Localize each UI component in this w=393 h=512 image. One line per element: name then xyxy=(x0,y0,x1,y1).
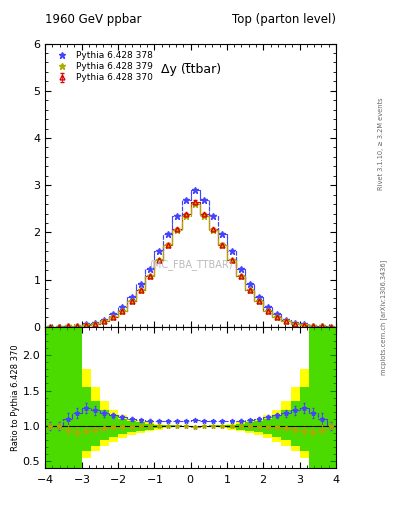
Pythia 6.428 379 xyxy=(202,213,207,219)
Text: Rivet 3.1.10, ≥ 3.2M events: Rivet 3.1.10, ≥ 3.2M events xyxy=(378,97,384,189)
Pythia 6.428 378 xyxy=(256,294,261,300)
Pythia 6.428 379 xyxy=(57,324,61,330)
Text: mcplots.cern.ch [arXiv:1306.3436]: mcplots.cern.ch [arXiv:1306.3436] xyxy=(380,260,387,375)
Pythia 6.428 378 xyxy=(193,187,198,193)
Pythia 6.428 378 xyxy=(102,316,107,323)
Pythia 6.428 378 xyxy=(266,304,270,310)
Pythia 6.428 378 xyxy=(66,323,70,329)
Line: Pythia 6.428 378: Pythia 6.428 378 xyxy=(46,186,335,330)
Pythia 6.428 378 xyxy=(48,324,52,330)
Pythia 6.428 378 xyxy=(84,321,88,327)
Text: (MC_FBA_TTBAR): (MC_FBA_TTBAR) xyxy=(149,259,232,270)
Pythia 6.428 379 xyxy=(184,213,188,219)
Pythia 6.428 379 xyxy=(93,321,97,327)
Pythia 6.428 378 xyxy=(238,266,243,272)
Pythia 6.428 378 xyxy=(229,248,234,254)
Pythia 6.428 378 xyxy=(211,214,216,220)
Pythia 6.428 378 xyxy=(93,319,97,326)
Pythia 6.428 378 xyxy=(165,231,170,237)
Text: Top (parton level): Top (parton level) xyxy=(232,13,336,26)
Pythia 6.428 379 xyxy=(102,318,107,324)
Pythia 6.428 378 xyxy=(57,324,61,330)
Pythia 6.428 378 xyxy=(247,281,252,287)
Pythia 6.428 379 xyxy=(229,257,234,263)
Pythia 6.428 379 xyxy=(284,318,288,324)
Text: Δy (t̅tbar): Δy (t̅tbar) xyxy=(161,63,220,76)
Pythia 6.428 378 xyxy=(329,324,334,330)
Line: Pythia 6.428 379: Pythia 6.428 379 xyxy=(46,201,335,330)
Pythia 6.428 379 xyxy=(293,321,298,327)
Pythia 6.428 379 xyxy=(302,322,307,328)
Pythia 6.428 378 xyxy=(120,304,125,310)
Pythia 6.428 379 xyxy=(120,308,125,314)
Legend: Pythia 6.428 378, Pythia 6.428 379, Pythia 6.428 370: Pythia 6.428 378, Pythia 6.428 379, Pyth… xyxy=(49,47,156,86)
Pythia 6.428 378 xyxy=(156,248,161,254)
Pythia 6.428 378 xyxy=(75,323,79,329)
Pythia 6.428 379 xyxy=(147,273,152,280)
Pythia 6.428 379 xyxy=(48,324,52,330)
Pythia 6.428 379 xyxy=(220,242,225,248)
Pythia 6.428 379 xyxy=(247,287,252,293)
Text: 1960 GeV ppbar: 1960 GeV ppbar xyxy=(45,13,142,26)
Y-axis label: Ratio to Pythia 6.428 370: Ratio to Pythia 6.428 370 xyxy=(11,345,20,451)
Pythia 6.428 378 xyxy=(275,311,279,317)
Pythia 6.428 379 xyxy=(129,298,134,305)
Pythia 6.428 379 xyxy=(275,314,279,320)
Pythia 6.428 378 xyxy=(320,323,325,329)
Pythia 6.428 378 xyxy=(293,319,298,326)
Pythia 6.428 378 xyxy=(220,231,225,237)
Pythia 6.428 378 xyxy=(184,197,188,203)
Pythia 6.428 378 xyxy=(284,316,288,323)
Pythia 6.428 379 xyxy=(238,273,243,280)
Pythia 6.428 378 xyxy=(202,197,207,203)
Pythia 6.428 379 xyxy=(111,314,116,320)
Pythia 6.428 378 xyxy=(138,281,143,287)
Pythia 6.428 379 xyxy=(256,298,261,305)
Pythia 6.428 379 xyxy=(66,323,70,329)
Pythia 6.428 378 xyxy=(174,214,179,220)
Pythia 6.428 379 xyxy=(311,323,316,329)
Pythia 6.428 378 xyxy=(129,294,134,300)
Pythia 6.428 379 xyxy=(165,242,170,248)
Pythia 6.428 378 xyxy=(147,266,152,272)
Pythia 6.428 379 xyxy=(75,323,79,329)
Pythia 6.428 379 xyxy=(193,201,198,207)
Pythia 6.428 378 xyxy=(302,321,307,327)
Pythia 6.428 379 xyxy=(320,323,325,329)
Pythia 6.428 379 xyxy=(211,227,216,233)
Pythia 6.428 379 xyxy=(266,308,270,314)
Pythia 6.428 379 xyxy=(156,257,161,263)
Pythia 6.428 379 xyxy=(84,322,88,328)
Pythia 6.428 379 xyxy=(174,227,179,233)
Pythia 6.428 379 xyxy=(138,287,143,293)
Pythia 6.428 378 xyxy=(311,323,316,329)
Pythia 6.428 378 xyxy=(111,311,116,317)
Pythia 6.428 379 xyxy=(329,324,334,330)
